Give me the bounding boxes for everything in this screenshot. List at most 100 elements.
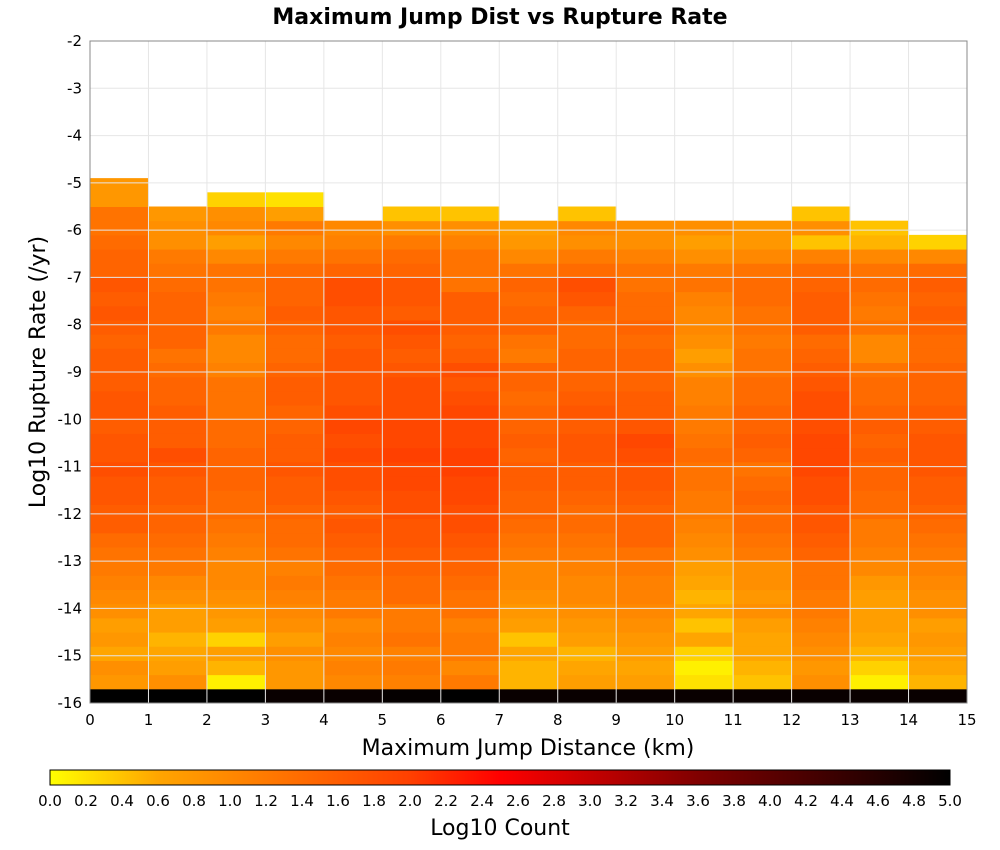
colorbar-tick-label: 1.4 xyxy=(290,792,314,810)
heatmap-cell xyxy=(791,518,851,534)
heatmap-cell xyxy=(791,362,851,378)
heatmap-cell xyxy=(616,518,676,534)
heatmap-cell xyxy=(265,589,325,605)
colorbar-tick-label: 0.0 xyxy=(38,792,62,810)
heatmap-cell xyxy=(791,490,851,505)
heatmap-cell xyxy=(90,518,149,534)
heatmap-cell xyxy=(440,674,500,690)
heatmap-cell xyxy=(148,476,208,491)
heatmap-cell xyxy=(733,546,793,562)
heatmap-cell xyxy=(148,603,208,619)
heatmap-cell xyxy=(323,334,383,349)
heatmap-cell xyxy=(90,589,149,605)
colorbar-tick-label: 1.6 xyxy=(326,792,350,810)
heatmap-cell xyxy=(674,348,734,364)
heatmap-cell xyxy=(90,348,149,364)
heatmap-cell xyxy=(733,447,793,463)
heatmap-cell xyxy=(733,575,793,591)
heatmap-cell xyxy=(148,305,208,321)
heatmap-cell xyxy=(557,504,617,520)
x-axis-ticks: 0 1 2 3 4 5 6 7 8 9 10 11 12 13 14 15 xyxy=(85,711,976,729)
heatmap-cell xyxy=(148,249,208,264)
heatmap-cell xyxy=(323,603,383,619)
heatmap-cell xyxy=(323,575,383,591)
heatmap-cell xyxy=(382,277,442,293)
heatmap-cell xyxy=(440,277,500,293)
heatmap-cell xyxy=(440,476,500,491)
heatmap-cell xyxy=(850,632,910,647)
heatmap-cell xyxy=(557,575,617,591)
heatmap-cell xyxy=(616,603,676,619)
heatmap-cell xyxy=(148,674,208,690)
heatmap-cell xyxy=(733,461,793,477)
heatmap-cell xyxy=(323,277,383,293)
x-tick-label: 11 xyxy=(724,711,743,729)
heatmap-cell xyxy=(499,589,559,605)
heatmap-cell xyxy=(557,632,617,647)
heatmap-cell xyxy=(440,220,500,236)
heatmap-cell xyxy=(90,561,149,576)
heatmap-cell xyxy=(382,688,442,704)
heatmap-cell xyxy=(499,476,559,491)
heatmap-cell xyxy=(323,433,383,449)
heatmap-cell xyxy=(674,561,734,576)
heatmap-cell xyxy=(791,334,851,349)
heatmap-cell xyxy=(148,561,208,576)
heatmap-cell xyxy=(616,546,676,562)
heatmap-cell xyxy=(90,532,149,548)
y-tick-label: -8 xyxy=(67,316,82,334)
heatmap-cell xyxy=(90,617,149,633)
colorbar-tick-label: 4.8 xyxy=(902,792,926,810)
heatmap-cell xyxy=(850,376,910,392)
heatmap-cell xyxy=(382,305,442,321)
y-tick-label: -16 xyxy=(58,694,83,712)
heatmap-cell xyxy=(791,319,851,335)
heatmap-cell xyxy=(557,518,617,534)
heatmap-cell xyxy=(733,390,793,406)
heatmap-cell xyxy=(616,646,676,661)
heatmap-cell xyxy=(265,674,325,690)
colorbar-tick-label: 0.6 xyxy=(146,792,170,810)
heatmap-cell xyxy=(499,447,559,463)
heatmap-cell xyxy=(206,249,266,264)
heatmap-cell xyxy=(908,688,968,704)
heatmap-cell xyxy=(265,646,325,661)
heatmap-cell xyxy=(499,660,559,676)
heatmap-cell xyxy=(850,603,910,619)
heatmap-cell xyxy=(206,575,266,591)
heatmap-cell xyxy=(206,220,266,236)
heatmap-cell xyxy=(557,688,617,704)
heatmap-cell xyxy=(616,348,676,364)
heatmap-cell xyxy=(791,249,851,264)
heatmap-cell xyxy=(90,334,149,349)
heatmap-cell xyxy=(148,376,208,392)
heatmap-cell xyxy=(206,376,266,392)
heatmap-cell xyxy=(90,277,149,293)
heatmap-cell xyxy=(791,632,851,647)
heatmap-cell xyxy=(265,490,325,505)
heatmap-cell xyxy=(791,277,851,293)
heatmap-cell xyxy=(616,476,676,491)
heatmap-cell xyxy=(90,433,149,449)
heatmap-cell xyxy=(206,348,266,364)
heatmap-cell xyxy=(616,575,676,591)
heatmap-cell xyxy=(499,617,559,633)
heatmap-cell xyxy=(908,674,968,690)
heatmap-cell xyxy=(382,603,442,619)
y-tick-label: -4 xyxy=(67,127,82,145)
heatmap-cell xyxy=(90,490,149,505)
heatmap-cell xyxy=(674,447,734,463)
heatmap-cell xyxy=(850,688,910,704)
heatmap-cell xyxy=(850,674,910,690)
heatmap-cell xyxy=(148,632,208,647)
heatmap-cell xyxy=(206,206,266,222)
heatmap-cell xyxy=(850,646,910,661)
y-tick-label: -6 xyxy=(67,221,82,239)
heatmap-cell xyxy=(733,603,793,619)
heatmap-cell xyxy=(323,263,383,278)
y-tick-label: -14 xyxy=(58,599,83,617)
heatmap-cell xyxy=(791,263,851,278)
heatmap-cell xyxy=(382,461,442,477)
heatmap-cell xyxy=(499,433,559,449)
heatmap-cell xyxy=(206,405,266,420)
